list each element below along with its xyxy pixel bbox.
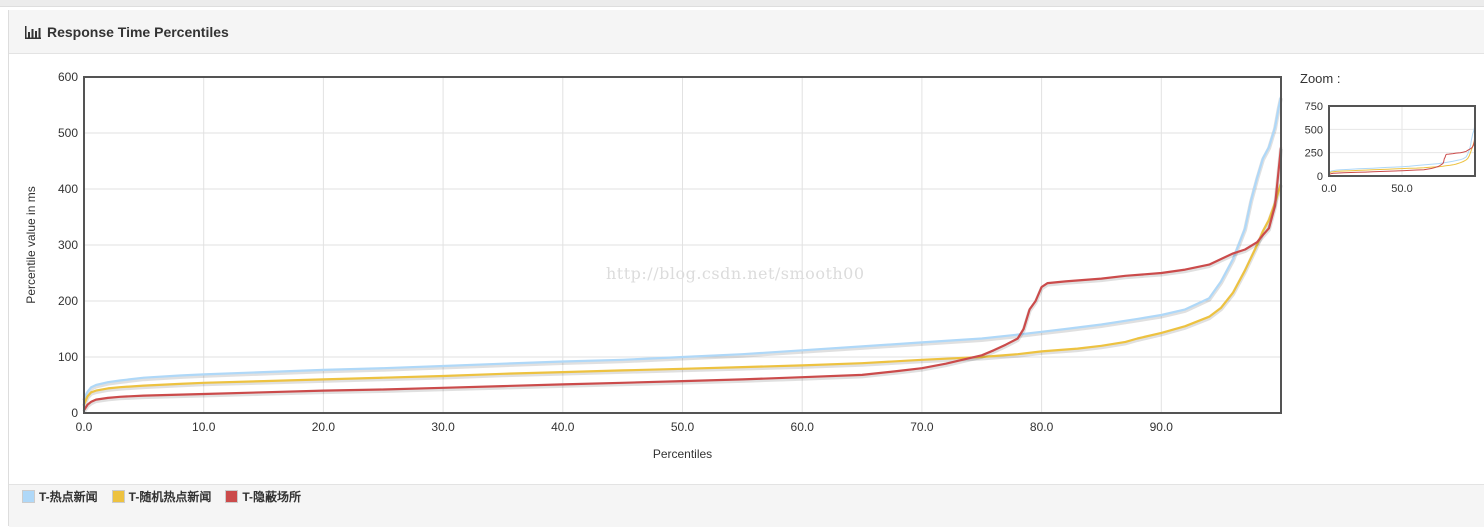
panel-footer bbox=[9, 484, 1484, 527]
x-tick-label: 60.0 bbox=[791, 420, 815, 434]
legend-item-3[interactable]: T-隐蔽场所 bbox=[225, 488, 301, 505]
bar-chart-icon bbox=[25, 25, 41, 39]
zoom-series-line-3 bbox=[1328, 131, 1476, 176]
legend-label: T-热点新闻 bbox=[39, 490, 98, 504]
x-tick-label: 0.0 bbox=[76, 420, 93, 434]
x-tick-label: 10.0 bbox=[192, 420, 216, 434]
zoom-series-line-2 bbox=[1328, 137, 1476, 175]
zoom-plot-border bbox=[1328, 105, 1476, 177]
panel-title: Response Time Percentiles bbox=[25, 24, 229, 40]
y-tick-label: 100 bbox=[58, 350, 78, 364]
series-shadow bbox=[82, 148, 1283, 413]
panel-title-text: Response Time Percentiles bbox=[47, 24, 229, 40]
y-axis-label: Percentile value in ms bbox=[24, 186, 38, 303]
zoom-y-tick-label: 500 bbox=[1305, 124, 1323, 136]
x-tick-label: 50.0 bbox=[671, 420, 695, 434]
zoom-x-tick-label: 50.0 bbox=[1391, 183, 1412, 195]
y-tick-label: 0 bbox=[71, 406, 78, 420]
y-tick-label: 500 bbox=[58, 126, 78, 140]
top-divider bbox=[0, 0, 1484, 7]
plot-border bbox=[83, 76, 1282, 414]
legend-item-2[interactable]: T-随机热点新闻 bbox=[111, 488, 212, 505]
legend-item-1[interactable]: T-热点新闻 bbox=[22, 488, 98, 505]
y-tick-label: 200 bbox=[58, 294, 78, 308]
x-tick-label: 40.0 bbox=[551, 420, 575, 434]
series-line-3[interactable] bbox=[83, 146, 1283, 411]
series-line-1[interactable] bbox=[83, 96, 1283, 400]
zoom-y-tick-label: 0 bbox=[1317, 171, 1323, 183]
zoom-overview-chart[interactable]: 0 250 500 750 0.0 50.0 bbox=[1300, 90, 1484, 200]
zoom-series-line-1 bbox=[1328, 123, 1476, 174]
x-tick-label: 70.0 bbox=[910, 420, 934, 434]
zoom-y-tick-label: 750 bbox=[1305, 101, 1323, 113]
legend-swatch bbox=[22, 490, 35, 503]
legend-swatch bbox=[111, 490, 125, 503]
legend-swatch bbox=[225, 490, 239, 503]
x-axis-label: Percentiles bbox=[653, 447, 712, 461]
y-tick-label: 300 bbox=[58, 238, 78, 252]
chart-legend: T-热点新闻 T-随机热点新闻 T-隐蔽场所 bbox=[22, 488, 301, 505]
y-tick-label: 600 bbox=[58, 70, 78, 84]
y-tick-label: 400 bbox=[58, 182, 78, 196]
zoom-x-tick-label: 0.0 bbox=[1321, 183, 1336, 195]
x-tick-label: 20.0 bbox=[312, 420, 336, 434]
panel-header: Response Time Percentiles bbox=[9, 10, 1484, 54]
x-tick-label: 90.0 bbox=[1150, 420, 1174, 434]
percentiles-chart[interactable]: 0 100 200 300 400 500 600 0.0 10.0 20.0 30.0 40.0 50… bbox=[0, 0, 1300, 480]
legend-label: T-随机热点新闻 bbox=[128, 490, 212, 504]
legend-label: T-隐蔽场所 bbox=[242, 490, 302, 504]
watermark-text: http://blog.csdn.net/smooth00 bbox=[606, 264, 865, 283]
series-line-2[interactable] bbox=[82, 183, 1283, 406]
x-tick-label: 30.0 bbox=[431, 420, 455, 434]
zoom-label: Zoom : bbox=[1300, 71, 1341, 86]
x-tick-label: 80.0 bbox=[1030, 420, 1054, 434]
zoom-y-tick-label: 250 bbox=[1305, 148, 1323, 160]
